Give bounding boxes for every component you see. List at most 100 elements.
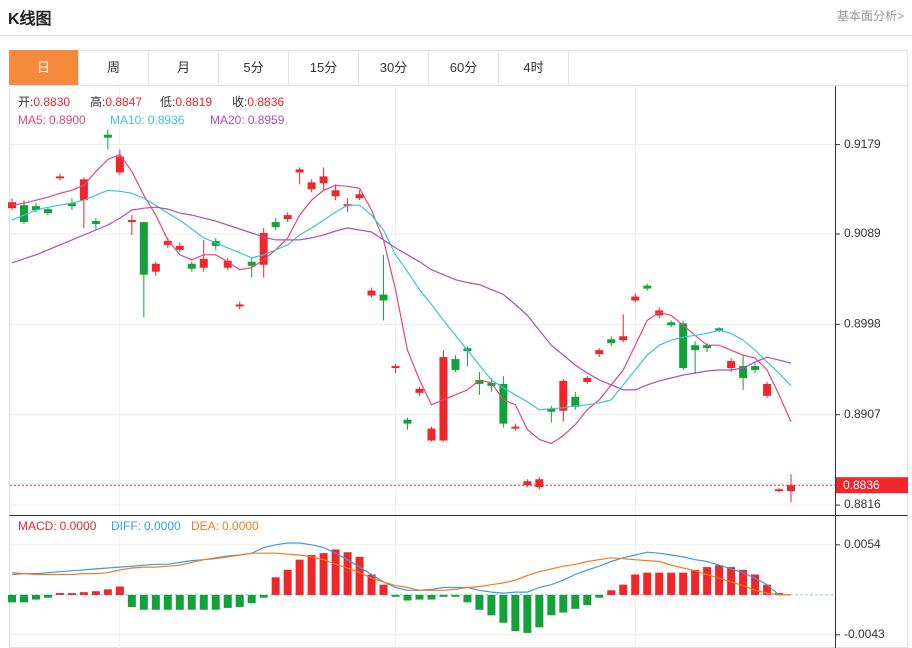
macd-bar <box>775 593 784 595</box>
candle-body <box>247 261 256 266</box>
candle-body <box>631 296 640 301</box>
candle-body <box>103 134 112 138</box>
macd-bar <box>499 594 508 623</box>
macd-bar <box>439 594 448 597</box>
y-tick-label: 0.8907 <box>844 407 881 421</box>
tab[interactable]: 4时 <box>499 50 569 85</box>
tab[interactable]: 月 <box>149 50 219 85</box>
macd-bar <box>619 584 628 595</box>
candle-body <box>787 485 796 492</box>
candle-body <box>583 377 592 382</box>
tab[interactable]: 60分 <box>429 50 499 85</box>
macd-bar <box>271 577 280 595</box>
macd-bar <box>535 594 544 628</box>
legend-value: 0.0000 <box>222 519 259 533</box>
macd-bar <box>571 594 580 609</box>
candle-body <box>55 176 64 179</box>
macd-bar <box>223 594 232 608</box>
tab[interactable]: 15分 <box>289 50 359 85</box>
macd-bar <box>331 549 340 595</box>
macd-bar <box>475 594 484 610</box>
fundamental-link[interactable]: 基本面分析> <box>836 9 904 23</box>
candle-body <box>187 263 196 269</box>
macd-bar <box>283 569 292 595</box>
macd-bar <box>379 584 388 595</box>
legend-name: MACD: <box>18 519 57 533</box>
macd-bar <box>31 594 40 600</box>
candle-body <box>691 345 700 351</box>
candle-body <box>175 245 184 250</box>
macd-bar <box>511 594 520 632</box>
candle-body <box>223 260 232 268</box>
candle-body <box>643 285 652 289</box>
y-tick-label: -0.0043 <box>844 627 885 641</box>
candle-body <box>67 203 76 207</box>
legend-value: 0.0000 <box>144 519 181 533</box>
macd-bar <box>247 594 256 604</box>
legend-name: DEA: <box>191 519 219 533</box>
candle-body <box>127 220 136 223</box>
legend-name: MA5: <box>18 113 46 127</box>
macd-bar <box>643 572 652 595</box>
macd-bar <box>259 594 268 598</box>
indicator-line <box>11 552 791 596</box>
candle-body <box>163 240 172 245</box>
macd-bar <box>355 556 364 595</box>
candle-body <box>79 179 88 201</box>
candle-body <box>715 328 724 331</box>
macd-bar <box>43 594 52 598</box>
candle-body <box>547 408 556 412</box>
tab[interactable]: 5分 <box>219 50 289 85</box>
macd-bar <box>427 594 436 600</box>
candle-body <box>115 156 124 173</box>
macd-bar <box>163 594 172 610</box>
legend-name: MA20: <box>210 113 245 127</box>
y-tick-label: 0.8816 <box>844 497 881 511</box>
tab[interactable]: 周 <box>79 50 149 85</box>
macd-bar <box>403 594 412 601</box>
candle-body <box>19 205 28 223</box>
macd-bar <box>175 594 184 610</box>
candle-body <box>43 209 52 214</box>
tab[interactable]: 30分 <box>359 50 429 85</box>
legend-name: DIFF: <box>111 519 141 533</box>
macd-bar <box>763 584 772 595</box>
macd-bar <box>343 552 352 595</box>
macd-bar <box>55 593 64 595</box>
indicator-line <box>11 542 791 596</box>
tab[interactable]: 日 <box>9 50 79 85</box>
ohlc-value: 0.8830 <box>33 95 70 109</box>
macd-bar <box>367 574 376 595</box>
candle-body <box>439 357 448 441</box>
ohlc-item: 收:0.8836 <box>232 95 284 109</box>
macd-bar <box>415 594 424 600</box>
macd-bar <box>127 594 136 607</box>
macd-bar <box>607 590 616 595</box>
candle-body <box>307 182 316 190</box>
y-tick-label: 0.0054 <box>844 537 881 551</box>
legend-item: DEA: 0.0000 <box>191 519 259 533</box>
candle-body <box>775 489 784 492</box>
macd-bar <box>739 569 748 595</box>
macd-bar <box>751 574 760 595</box>
ohlc-label: 低: <box>160 95 175 109</box>
candle-body <box>91 221 100 225</box>
macd-bar <box>79 592 88 595</box>
ohlc-label: 收: <box>232 95 247 109</box>
legend-item: MA20: 0.8959 <box>210 113 285 127</box>
separator <box>0 35 912 36</box>
y-tick-label: 0.9089 <box>844 226 881 240</box>
macd-bar <box>103 589 112 595</box>
indicator-line <box>11 189 792 411</box>
macd-bar <box>235 594 244 607</box>
macd-bar <box>559 594 568 613</box>
candle-body <box>727 361 736 369</box>
candle-body <box>499 383 508 424</box>
macd-bar <box>19 594 28 603</box>
candle-body <box>559 380 568 411</box>
candle-body <box>667 322 676 326</box>
candle-body <box>271 222 280 228</box>
macd-bar <box>139 594 148 610</box>
chart-frame <box>9 50 908 648</box>
legend-item: MA5: 0.8900 <box>18 113 86 127</box>
